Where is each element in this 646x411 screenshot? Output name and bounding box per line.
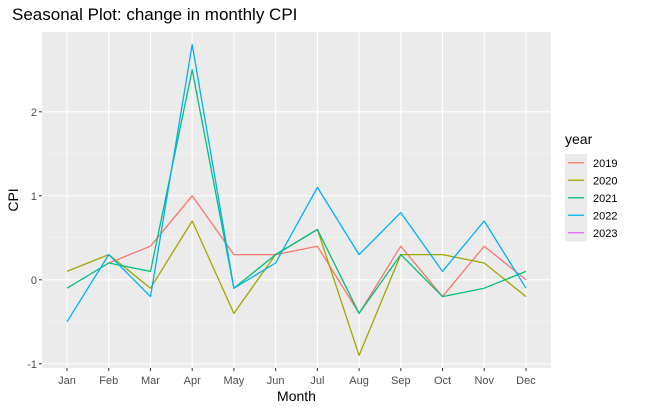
x-axis-ticks: Jan Feb Mar Apr May Jun Jul Aug Sep Oct Nov Dec bbox=[58, 368, 536, 387]
legend-label-2023: 2023 bbox=[593, 228, 617, 240]
minor-gridlines bbox=[42, 153, 551, 323]
x-tick-label: Jul bbox=[310, 375, 324, 387]
major-gridlines bbox=[42, 32, 551, 368]
plot-panel bbox=[42, 32, 551, 368]
legend-label-2020: 2020 bbox=[593, 175, 617, 187]
series-line-2022 bbox=[66, 43, 527, 323]
x-tick-label: Jun bbox=[267, 375, 285, 387]
y-tick-label: 0 bbox=[31, 275, 37, 287]
x-tick-label: May bbox=[224, 375, 245, 387]
y-tick-label: 2 bbox=[31, 107, 37, 119]
legend: year 2019 2020 2021 2022 2023 bbox=[565, 131, 617, 242]
series-line-2021 bbox=[66, 69, 527, 315]
x-tick-label: Mar bbox=[141, 375, 160, 387]
y-axis-title: CPI bbox=[5, 188, 21, 211]
legend-label-2022: 2022 bbox=[593, 210, 617, 222]
series-lines bbox=[66, 43, 527, 357]
x-tick-label: Sep bbox=[391, 375, 411, 387]
legend-label-2019: 2019 bbox=[593, 158, 617, 170]
x-tick-label: Aug bbox=[349, 375, 369, 387]
x-tick-label: Oct bbox=[434, 375, 451, 387]
x-tick-label: Feb bbox=[99, 375, 118, 387]
y-tick-label: -1 bbox=[27, 359, 37, 371]
x-tick-label: Jan bbox=[58, 375, 76, 387]
series-line-2019 bbox=[108, 195, 527, 315]
x-tick-label: Apr bbox=[184, 375, 201, 387]
legend-title: year bbox=[565, 131, 593, 147]
x-tick-label: Nov bbox=[474, 375, 494, 387]
x-axis-title: Month bbox=[277, 388, 316, 404]
y-axis-ticks: -1 0 1 2 bbox=[27, 107, 42, 371]
y-tick-label: 1 bbox=[31, 191, 37, 203]
x-tick-label: Dec bbox=[516, 375, 536, 387]
legend-label-2021: 2021 bbox=[593, 193, 617, 205]
chart-title: Seasonal Plot: change in monthly CPI bbox=[12, 5, 297, 24]
